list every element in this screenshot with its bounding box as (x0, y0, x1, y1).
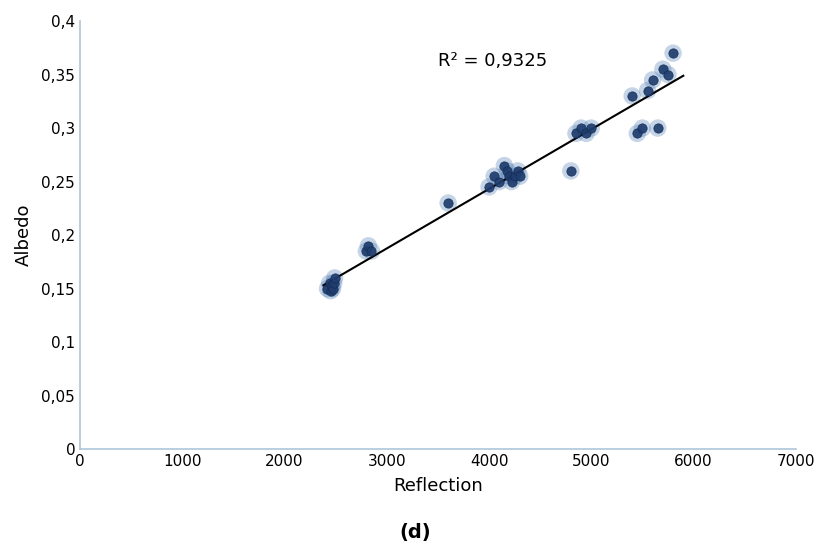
Point (569, 129, 583, 138)
Point (513, 172, 526, 181)
Point (641, 86, 654, 95)
Point (646, 75, 659, 84)
Point (328, 274, 341, 282)
Point (326, 285, 339, 293)
Point (631, 129, 644, 138)
Point (666, 49, 680, 58)
Point (503, 172, 516, 181)
Point (362, 242, 375, 250)
Text: R² = 0,9325: R² = 0,9325 (438, 52, 547, 70)
Point (564, 167, 578, 175)
Point (498, 161, 511, 170)
Point (636, 124, 649, 132)
Point (631, 129, 644, 138)
Point (505, 177, 518, 186)
Point (666, 49, 680, 58)
Point (487, 172, 500, 181)
Point (493, 177, 506, 186)
Point (321, 285, 334, 293)
Point (574, 124, 588, 132)
Point (362, 242, 375, 250)
Point (636, 124, 649, 132)
Point (359, 247, 373, 256)
Point (508, 172, 521, 181)
Point (651, 124, 664, 132)
Point (365, 247, 378, 256)
Point (662, 70, 675, 79)
Point (493, 177, 506, 186)
Point (323, 279, 336, 288)
Point (442, 199, 455, 207)
Point (442, 199, 455, 207)
Point (513, 172, 526, 181)
Text: (d): (d) (399, 522, 431, 541)
Point (584, 124, 598, 132)
Point (564, 167, 578, 175)
Point (324, 287, 337, 295)
Y-axis label: Albedo: Albedo (15, 204, 33, 267)
Point (646, 75, 659, 84)
Point (326, 285, 339, 293)
Point (584, 124, 598, 132)
Point (498, 161, 511, 170)
Point (325, 282, 338, 291)
Point (657, 65, 670, 73)
Point (359, 247, 373, 256)
Point (327, 279, 340, 288)
X-axis label: Reflection: Reflection (393, 477, 483, 495)
Point (325, 282, 338, 291)
Point (482, 182, 496, 191)
Point (482, 182, 496, 191)
Point (508, 172, 521, 181)
Point (321, 285, 334, 293)
Point (569, 129, 583, 138)
Point (487, 172, 500, 181)
Point (511, 167, 525, 175)
Point (500, 167, 514, 175)
Point (579, 129, 593, 138)
Point (323, 279, 336, 288)
Point (511, 167, 525, 175)
Point (574, 124, 588, 132)
Point (500, 167, 514, 175)
Point (657, 65, 670, 73)
Point (662, 70, 675, 79)
Point (579, 129, 593, 138)
Point (651, 124, 664, 132)
Point (505, 177, 518, 186)
Point (626, 92, 639, 100)
Point (327, 279, 340, 288)
Point (365, 247, 378, 256)
Point (324, 287, 337, 295)
Point (626, 92, 639, 100)
Point (328, 274, 341, 282)
Point (503, 172, 516, 181)
Point (641, 86, 654, 95)
